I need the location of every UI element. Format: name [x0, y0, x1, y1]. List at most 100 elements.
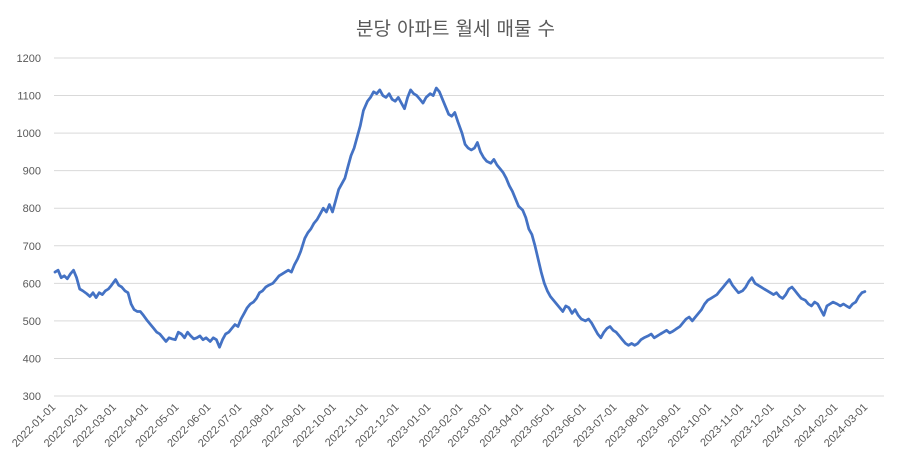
- data-point: [397, 96, 400, 99]
- data-point: [493, 158, 495, 161]
- data-point: [675, 328, 677, 331]
- y-tick-label: 800: [23, 203, 41, 215]
- data-point: [845, 305, 848, 307]
- data-point: [580, 318, 583, 320]
- data-point: [587, 318, 590, 320]
- data-point: [101, 293, 104, 296]
- data-point: [156, 331, 158, 334]
- data-point: [650, 333, 652, 335]
- data-point: [249, 303, 252, 305]
- data-point: [385, 96, 387, 99]
- data-point: [558, 306, 561, 309]
- data-point: [800, 297, 802, 300]
- data-point: [78, 288, 81, 290]
- data-point: [596, 333, 599, 335]
- data-point: [668, 332, 671, 334]
- data-point: [565, 305, 567, 307]
- data-point: [706, 299, 709, 302]
- data-point: [543, 282, 546, 285]
- data-point: [261, 290, 264, 292]
- data-point: [665, 329, 668, 332]
- data-point: [234, 323, 236, 326]
- chart-title: 분당 아파트 월세 매물 수: [356, 18, 555, 40]
- data-point: [794, 290, 796, 292]
- data-point: [199, 335, 201, 337]
- data-point: [441, 98, 444, 101]
- data-point: [521, 209, 524, 211]
- data-point: [781, 297, 784, 300]
- data-point: [322, 207, 325, 209]
- data-point: [92, 291, 94, 294]
- data-point: [425, 96, 427, 99]
- data-point: [864, 290, 866, 293]
- data-point: [337, 188, 340, 191]
- data-point: [450, 115, 453, 117]
- data-point: [403, 107, 406, 110]
- data-point: [344, 177, 346, 179]
- data-point: [734, 288, 737, 290]
- data-point: [66, 278, 69, 280]
- data-point: [624, 342, 627, 345]
- data-point: [719, 290, 721, 292]
- data-point: [110, 284, 113, 287]
- data-point: [826, 305, 828, 307]
- data-point: [218, 346, 221, 349]
- data-point: [86, 293, 88, 295]
- data-point: [287, 269, 290, 272]
- data-point: [555, 303, 558, 305]
- data-point: [325, 211, 328, 213]
- data-point: [861, 291, 863, 294]
- data-point: [165, 340, 167, 343]
- data-point: [600, 337, 602, 339]
- data-point: [473, 147, 476, 149]
- data-point: [568, 306, 570, 309]
- data-point: [89, 295, 91, 298]
- data-point: [362, 109, 365, 112]
- data-point: [778, 295, 781, 298]
- data-point: [171, 338, 173, 340]
- data-point: [788, 288, 790, 290]
- data-point: [438, 91, 441, 93]
- data-point: [618, 335, 621, 337]
- data-point: [72, 269, 75, 272]
- data-point: [823, 314, 825, 317]
- data-point: [136, 310, 138, 313]
- data-point: [839, 305, 842, 307]
- data-point: [593, 327, 596, 330]
- data-point: [183, 337, 186, 339]
- data-point: [82, 290, 84, 292]
- data-point: [546, 290, 549, 292]
- data-point: [409, 89, 412, 91]
- data-point: [703, 303, 706, 305]
- data-point: [807, 303, 810, 305]
- data-point: [590, 322, 593, 324]
- data-point: [682, 322, 684, 324]
- data-point: [797, 293, 799, 296]
- data-point: [485, 160, 488, 163]
- data-point: [810, 305, 813, 307]
- data-point: [272, 282, 274, 285]
- data-point: [290, 271, 293, 273]
- data-point: [394, 100, 397, 102]
- data-point: [334, 199, 337, 202]
- data-point: [637, 342, 639, 345]
- data-point: [209, 340, 211, 343]
- data-point: [688, 316, 690, 318]
- data-point: [854, 301, 857, 303]
- data-point: [606, 327, 608, 330]
- data-point: [700, 308, 703, 311]
- data-point: [763, 288, 765, 290]
- data-point: [571, 312, 573, 315]
- data-point: [369, 96, 372, 99]
- data-point: [691, 320, 694, 322]
- data-point: [482, 156, 485, 159]
- data-point: [813, 301, 816, 303]
- data-point: [432, 94, 435, 97]
- data-point: [189, 335, 192, 337]
- data-point: [716, 293, 718, 296]
- data-point: [152, 327, 155, 330]
- data-point: [744, 286, 747, 288]
- data-point: [737, 291, 740, 294]
- series-line: [53, 86, 867, 349]
